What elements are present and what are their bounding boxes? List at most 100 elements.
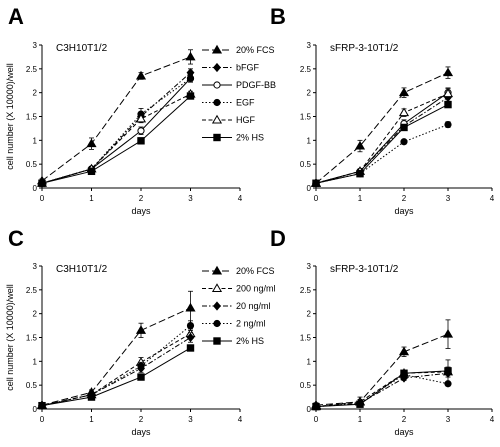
legend-marker: [211, 283, 223, 292]
data-point: [354, 140, 366, 150]
y-tick-label: 0.5: [300, 381, 312, 390]
data-point: [398, 87, 410, 97]
legend-label: 2% HS: [236, 336, 264, 346]
x-tick-label: 1: [89, 194, 94, 203]
legend-label: bFGF: [236, 63, 260, 73]
y-tick-label: 2.5: [300, 286, 312, 295]
chart-panel-c: 0 1 2 3 4 0 0.5 1 1.5 2 2.5 3 C3H10T1/2 days cell numb…: [5, 262, 276, 437]
series-line: [315, 124, 449, 184]
chart-panel-a: 0 1 2 3 4 0 0.5 1 1.5 2 2.5 3 C3H10T1/2 days cell numb…: [5, 41, 276, 216]
y-tick-label: 0: [33, 405, 38, 414]
y-tick-label: 1: [307, 136, 312, 145]
y-tick-label: 3: [33, 41, 38, 50]
series-line: [41, 337, 191, 407]
data-point: [185, 302, 196, 312]
x-axis-label: days: [131, 427, 151, 437]
series-egf: [38, 74, 195, 187]
series-2-ng-ml: [312, 371, 452, 411]
series-egf: [312, 121, 452, 187]
data-point: [398, 107, 410, 117]
data-point: [442, 88, 454, 98]
legend-label: 200 ng/ml: [236, 284, 276, 294]
chart-title: sFRP-3-10T1/2: [330, 264, 399, 275]
y-tick-label: 1.5: [300, 113, 312, 122]
series-bfgf: [312, 92, 452, 188]
series-line: [315, 92, 449, 184]
series-line: [315, 333, 449, 406]
panel-letter: A: [8, 4, 24, 29]
y-axis-label: cell number (X 10000)/well: [5, 284, 15, 391]
x-tick-label: 3: [446, 194, 451, 203]
chart-panel-b: 0 1 2 3 4 0 0.5 1 1.5 2 2.5 3 sFRP-3-10T1/2 days: [300, 41, 495, 216]
y-tick-label: 0.5: [26, 160, 38, 169]
y-tick-label: 3: [307, 262, 312, 271]
series-2-hs: [38, 344, 195, 410]
y-tick-label: 1.5: [300, 334, 312, 343]
y-tick-label: 1.5: [26, 334, 38, 343]
y-tick-label: 0: [33, 184, 38, 193]
legend-label: 20% FCS: [236, 45, 275, 55]
series-bfgf: [38, 68, 195, 188]
y-tick-label: 0.5: [26, 381, 38, 390]
series-pdgf-bb: [312, 87, 452, 187]
legend-marker: [211, 44, 223, 54]
y-tick-label: 1: [33, 357, 38, 366]
legend-marker: [213, 62, 221, 73]
series-20-fcs: [310, 319, 454, 409]
x-tick-label: 4: [490, 194, 495, 203]
series-line: [41, 93, 191, 184]
x-tick-label: 2: [402, 194, 407, 203]
series-line: [41, 77, 191, 184]
y-tick-label: 2: [307, 89, 312, 98]
chart-title: C3H10T1/2: [56, 43, 108, 54]
data-point: [398, 346, 410, 356]
series-20-ng-ml: [312, 368, 452, 412]
series-line: [41, 95, 191, 184]
data-point: [442, 328, 454, 338]
data-point: [137, 373, 145, 381]
data-point: [444, 367, 452, 375]
legend-marker: [213, 133, 221, 142]
legend-label: 2 ng/ml: [236, 319, 266, 329]
data-point: [87, 393, 96, 401]
x-tick-label: 1: [358, 415, 363, 424]
legend-label: 2% HS: [236, 133, 264, 143]
x-tick-label: 0: [40, 194, 45, 203]
data-point: [356, 400, 364, 408]
series-line: [315, 93, 449, 184]
legend: 20% FCS bFGF PDGF-BB EGF HGF 2% HS: [202, 44, 276, 143]
data-point: [444, 100, 452, 109]
data-point: [186, 344, 195, 352]
series-2-hs: [312, 366, 452, 411]
data-point: [135, 70, 147, 80]
series-20-fcs: [36, 290, 196, 409]
y-tick-label: 2.5: [300, 65, 312, 74]
legend-marker: [213, 98, 221, 107]
legend-marker: [213, 81, 221, 89]
data-point: [444, 380, 452, 388]
legend-marker: [213, 337, 221, 345]
series-line: [315, 374, 449, 408]
y-tick-label: 1: [33, 136, 38, 145]
x-axis-label: days: [131, 206, 151, 216]
series-pdgf-bb: [38, 74, 195, 187]
data-point: [135, 325, 147, 334]
legend-marker: [211, 114, 223, 124]
data-point: [137, 127, 145, 135]
y-axis-label: cell number (X 10000)/well: [5, 63, 15, 170]
x-axis-label: days: [394, 427, 414, 437]
x-tick-label: 4: [238, 194, 243, 203]
data-point: [185, 51, 196, 61]
legend-marker: [211, 265, 223, 275]
series-20-fcs: [36, 49, 196, 185]
data-point: [86, 138, 97, 148]
x-tick-label: 0: [40, 415, 45, 424]
y-tick-label: 3: [33, 262, 38, 271]
x-tick-label: 3: [188, 415, 193, 424]
series-200-ng-ml: [310, 359, 454, 411]
data-point: [186, 74, 195, 82]
x-tick-label: 2: [402, 415, 407, 424]
data-point: [186, 321, 195, 330]
data-point: [137, 137, 145, 145]
series-2-hs: [312, 100, 452, 187]
